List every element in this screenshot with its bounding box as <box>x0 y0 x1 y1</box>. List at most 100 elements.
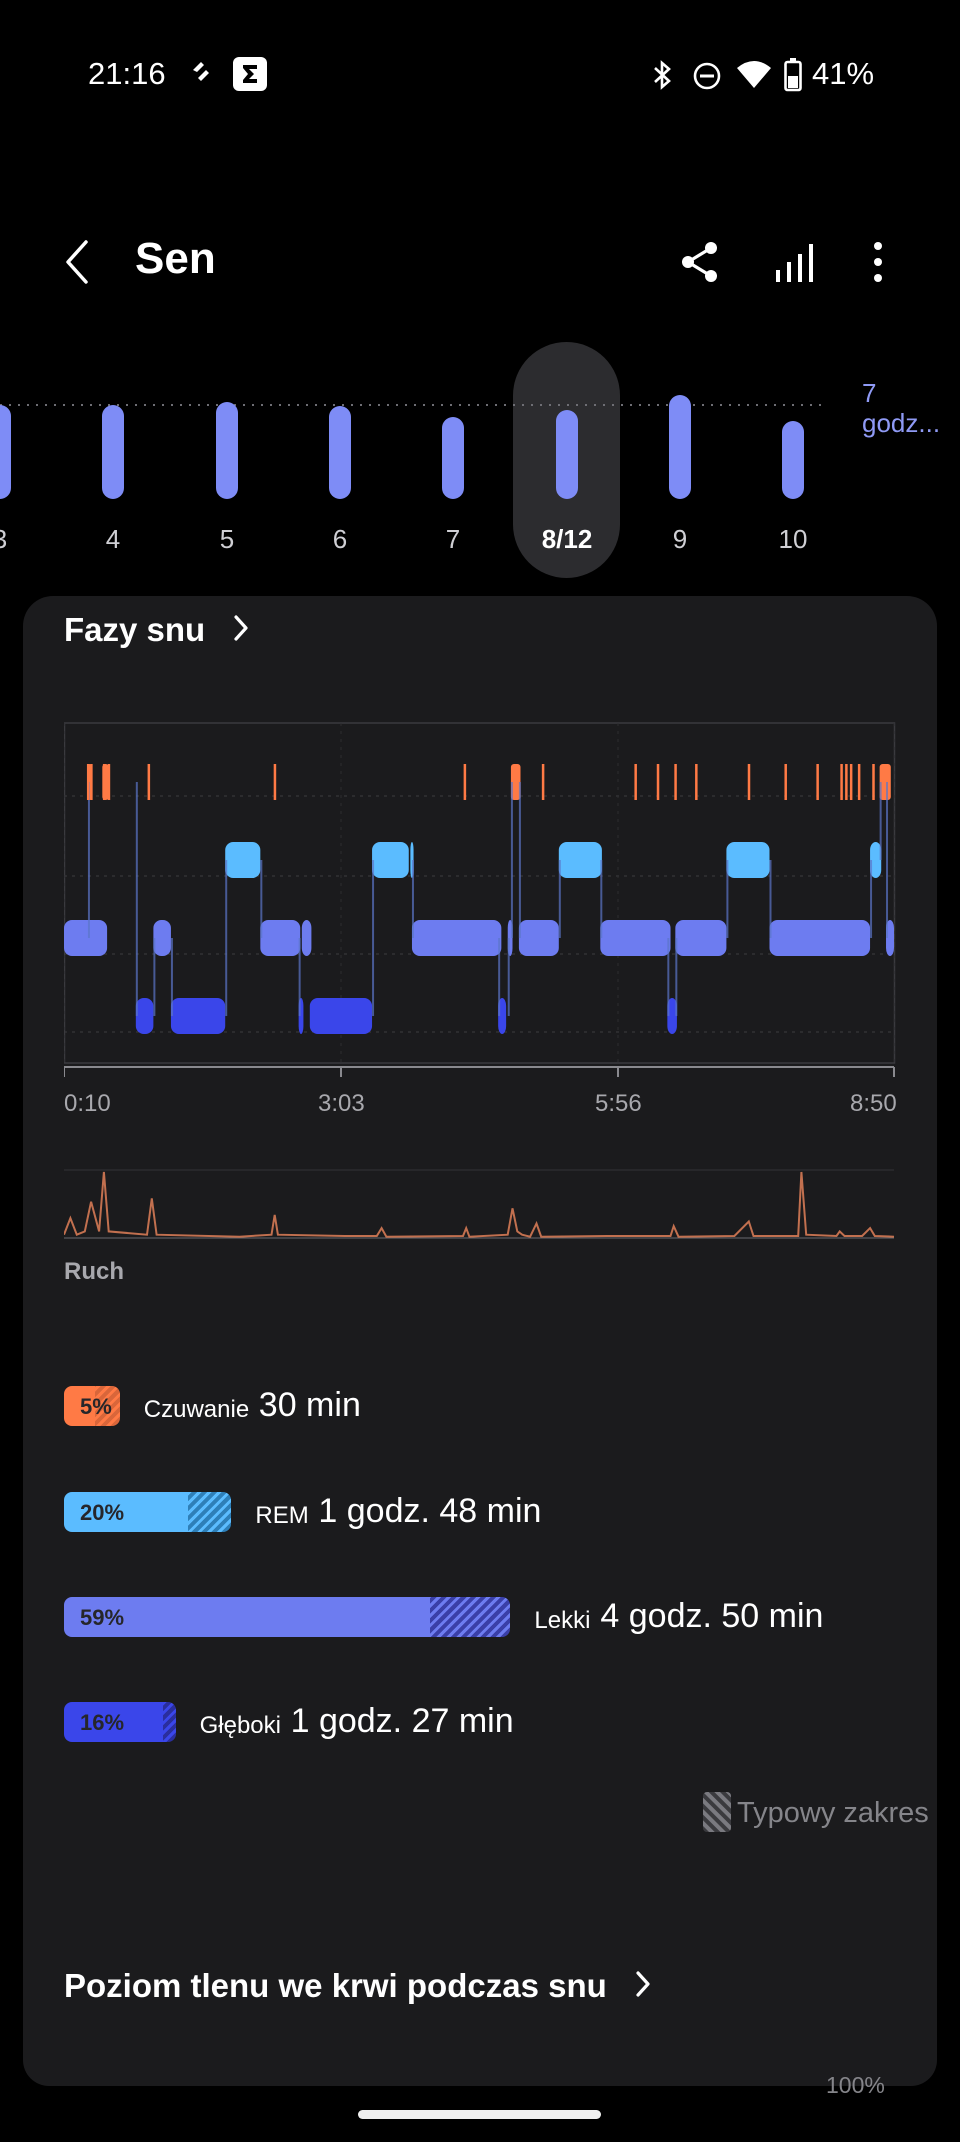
chevron-right-icon <box>234 615 248 641</box>
awake-tick <box>107 764 111 800</box>
stage-segment-light <box>301 920 312 956</box>
chart-icon[interactable] <box>774 240 816 284</box>
typical-range-hatch <box>163 1702 176 1742</box>
stage-share-bar: 5% <box>64 1386 120 1426</box>
more-icon[interactable] <box>868 240 888 284</box>
stage-name: Czuwanie <box>143 1396 250 1423</box>
stage-segment-light <box>411 920 502 956</box>
movement-line <box>64 1171 895 1238</box>
battery-icon <box>784 58 802 92</box>
stage-duration: 4 godz. 50 min <box>600 1597 824 1635</box>
awake-tick <box>656 764 660 800</box>
hatch-pattern-icon <box>703 1792 731 1832</box>
sleep-stages-title[interactable]: Fazy snu <box>64 611 252 649</box>
day-bar-5[interactable] <box>216 401 238 499</box>
stage-segment-awake <box>510 764 521 800</box>
stage-segment-light <box>769 920 871 956</box>
time-label-end: 8:50 <box>850 1090 897 1117</box>
stage-name: Głęboki <box>199 1712 281 1739</box>
stage-segment-light <box>675 920 727 956</box>
day-label[interactable]: 9 <box>672 524 688 554</box>
spo2-title-text: Poziom tlenu we krwi podczas snu <box>64 1967 607 2004</box>
stage-segment-deep <box>667 998 677 1034</box>
time-label-3: 5:56 <box>595 1090 642 1117</box>
typical-range-label: Typowy zakres <box>737 1797 929 1829</box>
awake-tick <box>857 764 861 800</box>
stage-segment-light <box>260 920 301 956</box>
movement-chart <box>64 1169 895 1239</box>
movement-label: Ruch <box>64 1258 124 1285</box>
awake-tick <box>90 764 93 800</box>
day-label[interactable]: 5 <box>219 524 235 554</box>
awake-tick <box>872 764 875 800</box>
awake-tick <box>674 764 677 800</box>
day-bar-7[interactable] <box>442 416 464 499</box>
day-bar-3[interactable] <box>0 404 11 499</box>
stage-duration: 30 min <box>258 1386 361 1424</box>
awake-tick <box>845 764 848 800</box>
status-time: 21:16 <box>88 56 166 91</box>
stage-share-fill <box>64 1492 188 1532</box>
stage-segment-rem <box>870 842 882 878</box>
stage-duration: 1 godz. 48 min <box>318 1492 542 1530</box>
stage-segment-light <box>600 920 671 956</box>
stage-share-fill <box>64 1702 164 1742</box>
sleep-stages-title-text: Fazy snu <box>64 611 206 648</box>
day-bar-4[interactable] <box>102 404 124 499</box>
day-label[interactable]: 7 <box>445 524 461 554</box>
goal-line <box>0 404 826 406</box>
day-bar-8-12[interactable] <box>556 409 578 499</box>
sleep-stages-chart <box>64 722 896 1077</box>
stage-segment-rem <box>225 842 261 878</box>
stage-segment-rem <box>726 842 770 878</box>
day-bar-10[interactable] <box>782 420 804 499</box>
stage-segment-rem <box>372 842 409 878</box>
time-label-2: 3:03 <box>318 1090 365 1117</box>
awake-tick <box>541 764 545 800</box>
stage-segment-light <box>153 920 171 956</box>
stage-percentage: 5% <box>80 1394 112 1419</box>
stage-percentage: 20% <box>80 1500 125 1525</box>
day-label[interactable]: 3 <box>0 524 30 555</box>
notification-app-icon <box>233 57 267 91</box>
stage-segment-deep <box>309 998 373 1034</box>
time-label-start: 0:10 <box>64 1090 111 1117</box>
awake-tick <box>86 764 90 800</box>
awake-tick <box>816 764 819 800</box>
awake-tick <box>147 764 151 800</box>
awake-tick <box>695 764 698 800</box>
stage-segment-rem <box>558 842 602 878</box>
battery-percentage: 41% <box>812 56 875 91</box>
back-icon[interactable] <box>60 238 94 286</box>
day-bar-6[interactable] <box>329 405 351 499</box>
typical-range-legend: Typowy zakres <box>703 1792 929 1832</box>
day-label[interactable]: 6 <box>332 524 348 554</box>
do-not-disturb-icon <box>693 62 721 90</box>
stage-segment-deep <box>170 998 226 1034</box>
day-bar-9[interactable] <box>669 395 691 499</box>
bluetooth-icon <box>654 60 671 90</box>
share-icon[interactable] <box>679 240 721 284</box>
typical-range-hatch <box>95 1386 120 1426</box>
awake-tick <box>273 764 277 800</box>
day-label[interactable]: 10 <box>778 524 808 554</box>
awake-tick <box>634 764 637 800</box>
chevron-right-icon <box>636 1971 650 1997</box>
awake-tick <box>102 764 106 800</box>
awake-tick <box>840 764 843 800</box>
sleep-goal-label: 7 godz... <box>862 378 941 438</box>
stage-name: Lekki <box>534 1607 591 1634</box>
stage-segment-light <box>64 920 108 956</box>
day-label[interactable]: 8/12 <box>541 524 593 554</box>
stage-share-bar: 16% <box>64 1702 176 1742</box>
home-indicator[interactable] <box>358 2110 601 2119</box>
awake-tick <box>747 764 751 800</box>
awake-tick <box>849 764 853 800</box>
spo2-section-title[interactable]: Poziom tlenu we krwi podczas snu <box>64 1967 654 2005</box>
spo2-axis-max: 100% <box>826 2072 885 2098</box>
sleep-app-icon <box>193 62 209 81</box>
awake-tick <box>784 764 787 800</box>
stage-share-fill <box>64 1597 430 1637</box>
stage-percentage: 59% <box>80 1605 125 1630</box>
day-label[interactable]: 4 <box>105 524 121 554</box>
